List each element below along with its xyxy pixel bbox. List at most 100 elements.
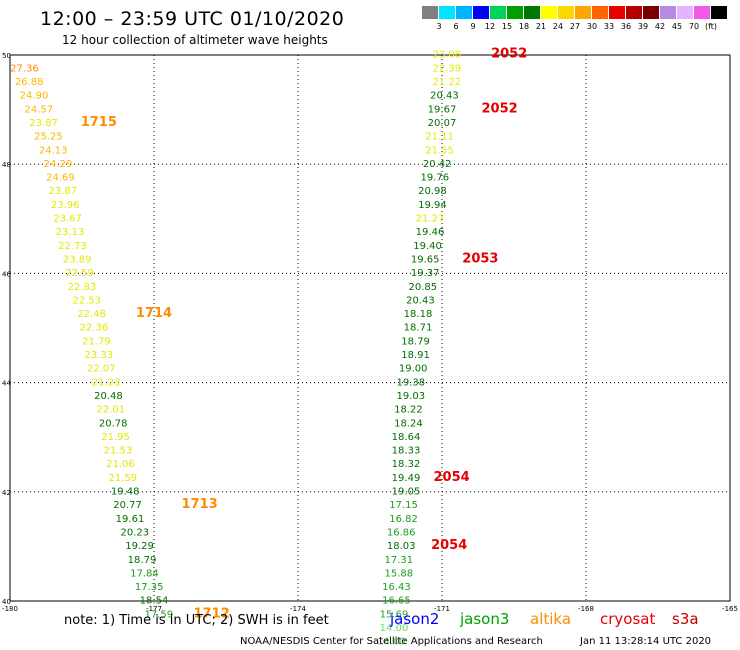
- wave-height-value: 19.03: [396, 391, 425, 402]
- pass-time-label: 1715: [81, 115, 117, 130]
- color-scale-label: 27: [569, 22, 581, 31]
- wave-height-value: 21.11: [425, 132, 454, 143]
- wave-height-value: 27.36: [10, 63, 39, 74]
- wave-height-value: 18.03: [387, 541, 416, 552]
- wave-height-value: 19.67: [428, 104, 457, 115]
- wave-height-value: 19.65: [411, 254, 440, 265]
- wave-height-value: 20.23: [120, 527, 149, 538]
- wave-height-value: 22.53: [72, 295, 101, 306]
- color-scale-label: 3: [436, 22, 442, 31]
- wave-height-value: 21.06: [106, 459, 135, 470]
- color-scale-label: 36: [620, 22, 632, 31]
- wave-height-value: 24.13: [39, 145, 68, 156]
- pass-time-label: 2054: [434, 470, 470, 485]
- wave-height-value: 18.91: [401, 350, 430, 361]
- wave-height-value: 20.43: [430, 91, 459, 102]
- color-scale-label: 6: [453, 22, 459, 31]
- pass-time-label: 2053: [462, 251, 498, 266]
- wave-height-value: 24.57: [24, 104, 53, 115]
- mission-label-altika: altika: [530, 610, 572, 628]
- wave-height-value: 19.29: [125, 541, 154, 552]
- y-tick-label: 44: [2, 380, 11, 388]
- wave-height-value: 21.23: [92, 377, 121, 388]
- wave-height-value: 18.18: [404, 309, 433, 320]
- color-scale-label: 45: [671, 22, 683, 31]
- y-tick-label: 40: [2, 598, 11, 606]
- wave-height-value: 24.29: [44, 159, 73, 170]
- wave-height-value: 22.01: [96, 405, 125, 416]
- color-scale-label: 15: [501, 22, 513, 31]
- color-scale-label: 9: [470, 22, 476, 31]
- wave-height-value: 18.33: [392, 446, 421, 457]
- x-tick-label: -165: [722, 605, 738, 613]
- pass-time-label: 1714: [136, 306, 172, 321]
- wave-height-value: 20.42: [423, 159, 452, 170]
- wave-height-value: 23.89: [63, 254, 92, 265]
- x-tick-label: -171: [434, 605, 450, 613]
- color-swatch: [626, 6, 642, 19]
- wave-height-value: 22.48: [77, 309, 106, 320]
- color-scale-label: 70: [688, 22, 700, 31]
- wave-height-value: 15.88: [384, 568, 413, 579]
- wave-height-value: 23.96: [51, 200, 80, 211]
- color-swatch: [507, 6, 523, 19]
- wave-height-value: 21.22: [432, 77, 461, 88]
- x-tick-label: -177: [146, 605, 162, 613]
- color-swatch: [660, 6, 676, 19]
- wave-height-value: 18.79: [128, 555, 157, 566]
- wave-height-value: 19.46: [416, 227, 445, 238]
- wave-height-value: 17.31: [384, 555, 413, 566]
- wave-height-value: 19.94: [418, 200, 447, 211]
- color-swatch: [609, 6, 625, 19]
- wave-height-value: 22.59: [65, 268, 94, 279]
- wave-height-value: 16.86: [387, 527, 416, 538]
- y-tick-label: 42: [2, 489, 11, 497]
- color-swatch: [558, 6, 574, 19]
- wave-height-value: 23.08: [432, 50, 461, 61]
- wave-height-value: 19.61: [116, 514, 145, 525]
- color-scale-label: 42: [654, 22, 666, 31]
- color-scale-label: (ft): [704, 22, 718, 31]
- wave-height-value: 21.27: [416, 214, 445, 225]
- color-scale-label: 39: [637, 22, 649, 31]
- color-scale-label: 30: [586, 22, 598, 31]
- pass-time-label: 2052: [491, 47, 527, 62]
- wave-height-value: 22.73: [58, 241, 87, 252]
- color-swatch: [694, 6, 710, 19]
- wave-height-value: 14.00: [380, 623, 409, 634]
- wave-height-value: 17.15: [389, 500, 418, 511]
- wave-height-value: 23.67: [53, 214, 82, 225]
- wave-height-value: 24.90: [20, 91, 49, 102]
- wave-height-value: 24.69: [46, 173, 75, 184]
- wave-height-value: 20.98: [418, 186, 447, 197]
- x-tick-label: -180: [2, 605, 18, 613]
- wave-height-value: 22.36: [80, 323, 109, 334]
- color-swatch: [439, 6, 455, 19]
- pass-time-label: 2054: [431, 538, 467, 553]
- wave-height-value: 21.53: [104, 446, 133, 457]
- wave-height-value: 21.95: [101, 432, 130, 443]
- wave-height-value: 19.05: [392, 487, 421, 498]
- x-tick-label: -168: [578, 605, 594, 613]
- wave-height-value: 19.38: [396, 377, 425, 388]
- wave-height-value: 17.84: [130, 568, 159, 579]
- color-swatch: [711, 6, 727, 19]
- wave-height-value: 20.48: [94, 391, 123, 402]
- color-swatch: [541, 6, 557, 19]
- wave-height-value: 16.65: [382, 596, 411, 607]
- pass-time-label: 2052: [482, 101, 518, 116]
- wave-height-value: 26.88: [15, 77, 44, 88]
- color-swatch: [592, 6, 608, 19]
- wave-height-value: 15.69: [380, 609, 409, 620]
- color-scale-label: 33: [603, 22, 615, 31]
- color-swatch: [490, 6, 506, 19]
- plot-frame: [9, 54, 731, 602]
- mission-label-s3a: s3a: [672, 610, 699, 628]
- mission-label-jason2: jason2: [390, 610, 440, 628]
- color-swatch: [473, 6, 489, 19]
- chart-title: 12:00 – 23:59 UTC 01/10/2020: [40, 8, 345, 30]
- color-swatch: [456, 6, 472, 19]
- pass-time-label: 1713: [182, 497, 218, 512]
- wave-height-value: 20.77: [113, 500, 142, 511]
- wave-height-value: 21.79: [82, 336, 111, 347]
